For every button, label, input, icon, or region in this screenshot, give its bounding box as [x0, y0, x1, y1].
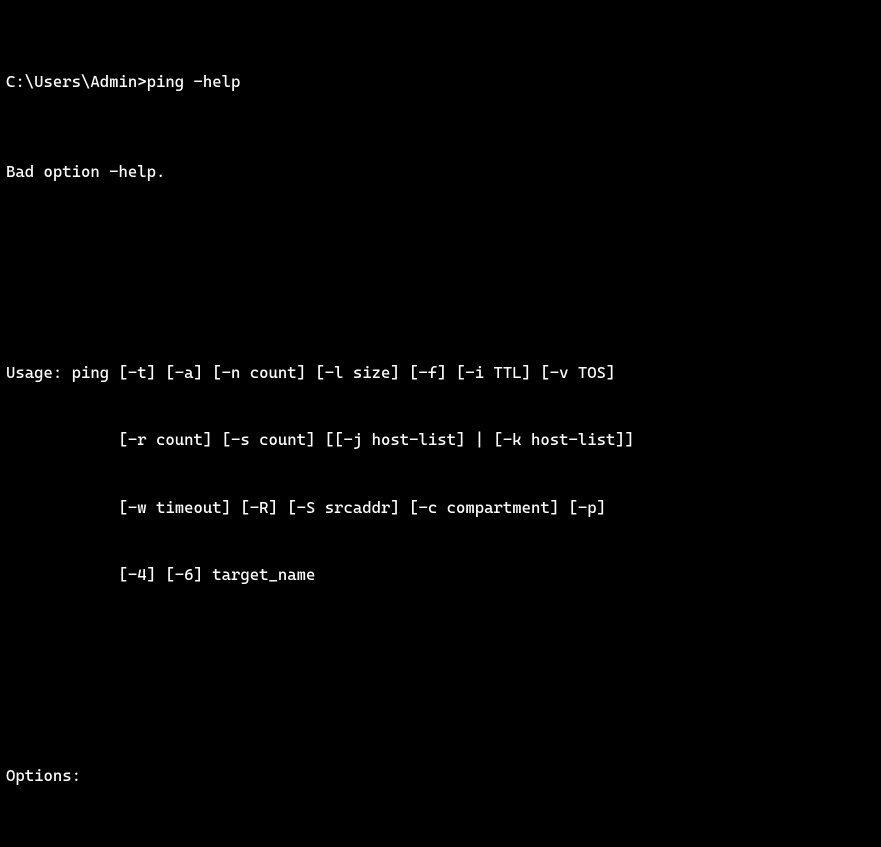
prompt-line: C:\Users\Admin>ping -help — [6, 71, 875, 93]
options-header: Options: — [6, 765, 875, 787]
usage-line: [-4] [-6] target_name — [6, 564, 875, 586]
usage-line: [-w timeout] [-R] [-S srcaddr] [-c compa… — [6, 497, 875, 519]
usage-line: [-r count] [-s count] [[-j host-list] | … — [6, 429, 875, 451]
terminal-output: C:\Users\Admin>ping -help Bad option -he… — [0, 0, 881, 847]
usage-line: Usage: ping [-t] [-a] [-n count] [-l siz… — [6, 362, 875, 384]
prompt-command: ping -help — [147, 72, 241, 91]
usage-block: Usage: ping [-t] [-a] [-n count] [-l siz… — [6, 317, 875, 630]
prompt-path: C:\Users\Admin> — [6, 72, 147, 91]
error-line: Bad option -help. — [6, 161, 875, 183]
